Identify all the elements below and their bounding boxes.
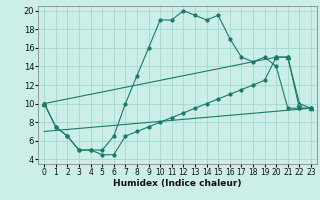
X-axis label: Humidex (Indice chaleur): Humidex (Indice chaleur): [113, 179, 242, 188]
